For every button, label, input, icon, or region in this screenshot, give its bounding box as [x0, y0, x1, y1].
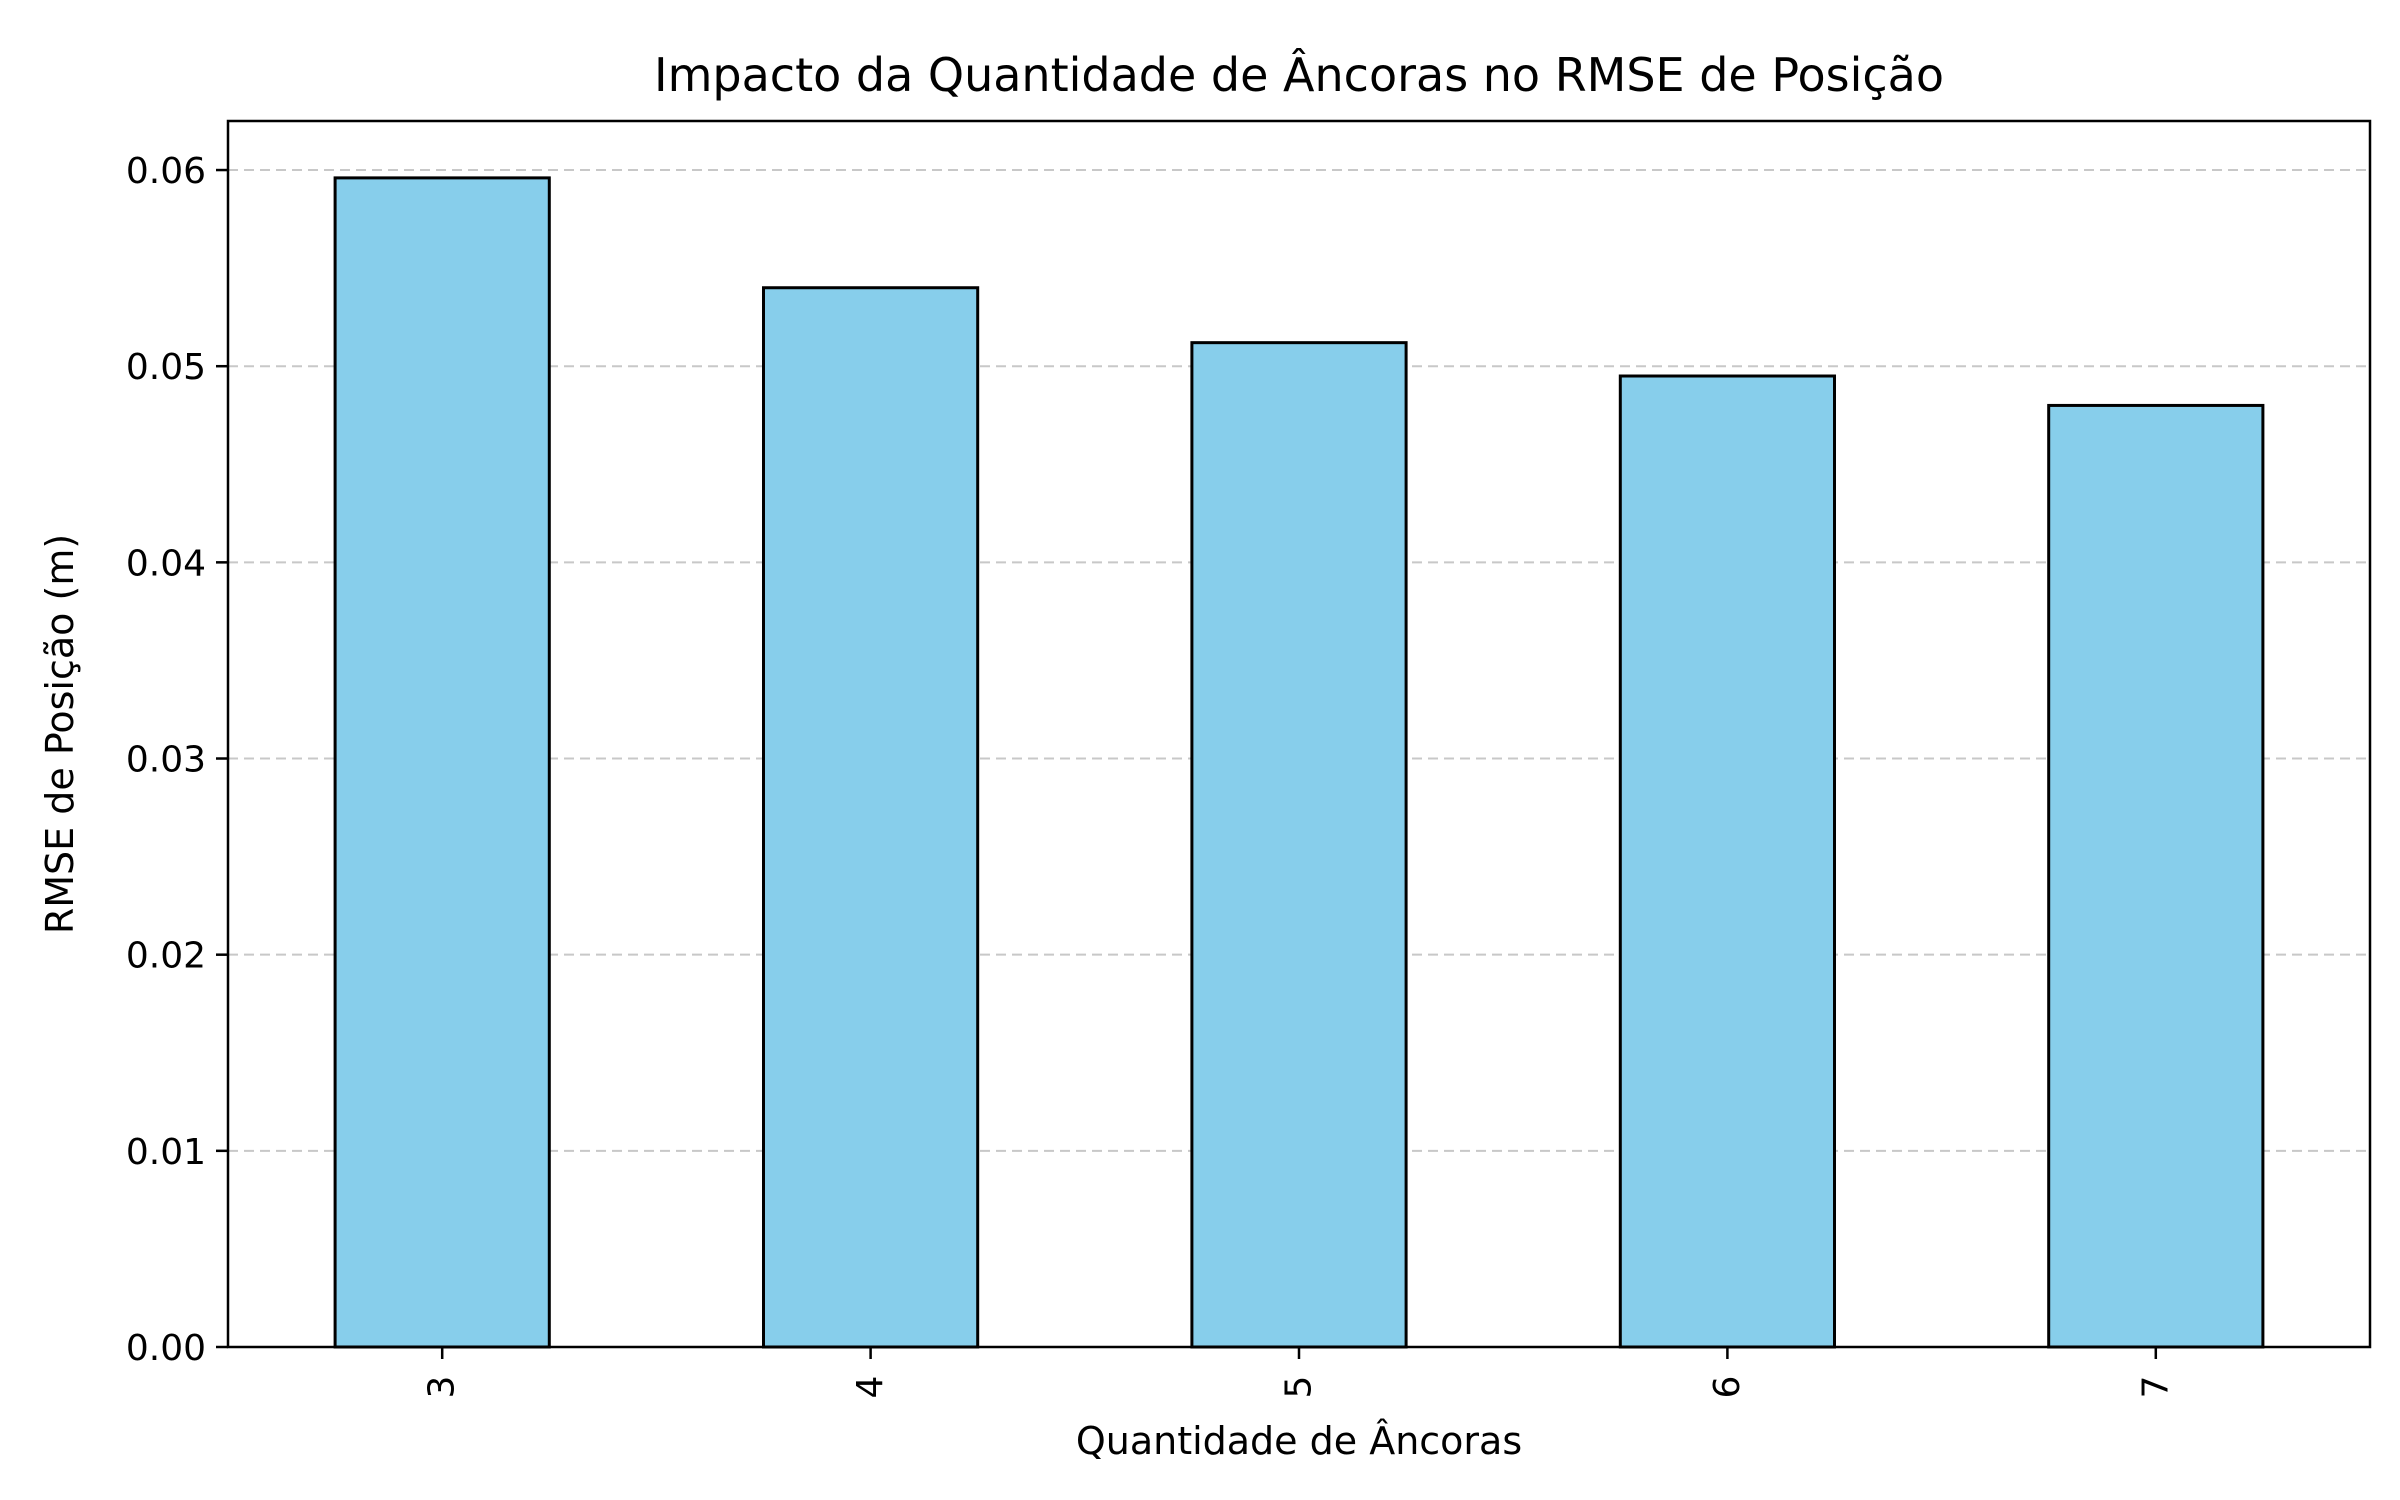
- y-ticks: 0.00 0.01 0.02 0.03 0.04 0.05 0.06: [126, 151, 228, 1369]
- bar-5: [1190, 341, 1408, 1349]
- x-tick-label: 7: [2135, 1376, 2176, 1399]
- bar-4: [762, 286, 980, 1349]
- bars: [333, 176, 2265, 1349]
- x-tick-label: 5: [1279, 1376, 1320, 1399]
- y-tick-label: 0.01: [126, 1132, 206, 1173]
- y-tick-label: 0.06: [126, 151, 206, 192]
- y-tick-label: 0.02: [126, 936, 206, 977]
- x-axis-label: Quantidade de Âncoras: [1076, 1419, 1522, 1463]
- y-tick-label: 0.04: [126, 543, 206, 584]
- y-tick-label: 0.00: [126, 1328, 206, 1369]
- x-tick-label: 3: [422, 1376, 463, 1399]
- chart-title: Impacto da Quantidade de Âncoras no RMSE…: [654, 48, 1944, 102]
- bar-7: [2047, 403, 2265, 1349]
- x-tick-label: 6: [1707, 1376, 1748, 1399]
- y-tick-label: 0.05: [126, 347, 206, 388]
- x-ticks: 3 4 5 6 7: [422, 1347, 2176, 1399]
- bar-6: [1618, 374, 1837, 1349]
- y-tick-label: 0.03: [126, 740, 206, 781]
- y-axis-label: RMSE de Posição (m): [38, 534, 82, 934]
- x-tick-label: 4: [850, 1376, 891, 1399]
- bar-3: [333, 176, 551, 1349]
